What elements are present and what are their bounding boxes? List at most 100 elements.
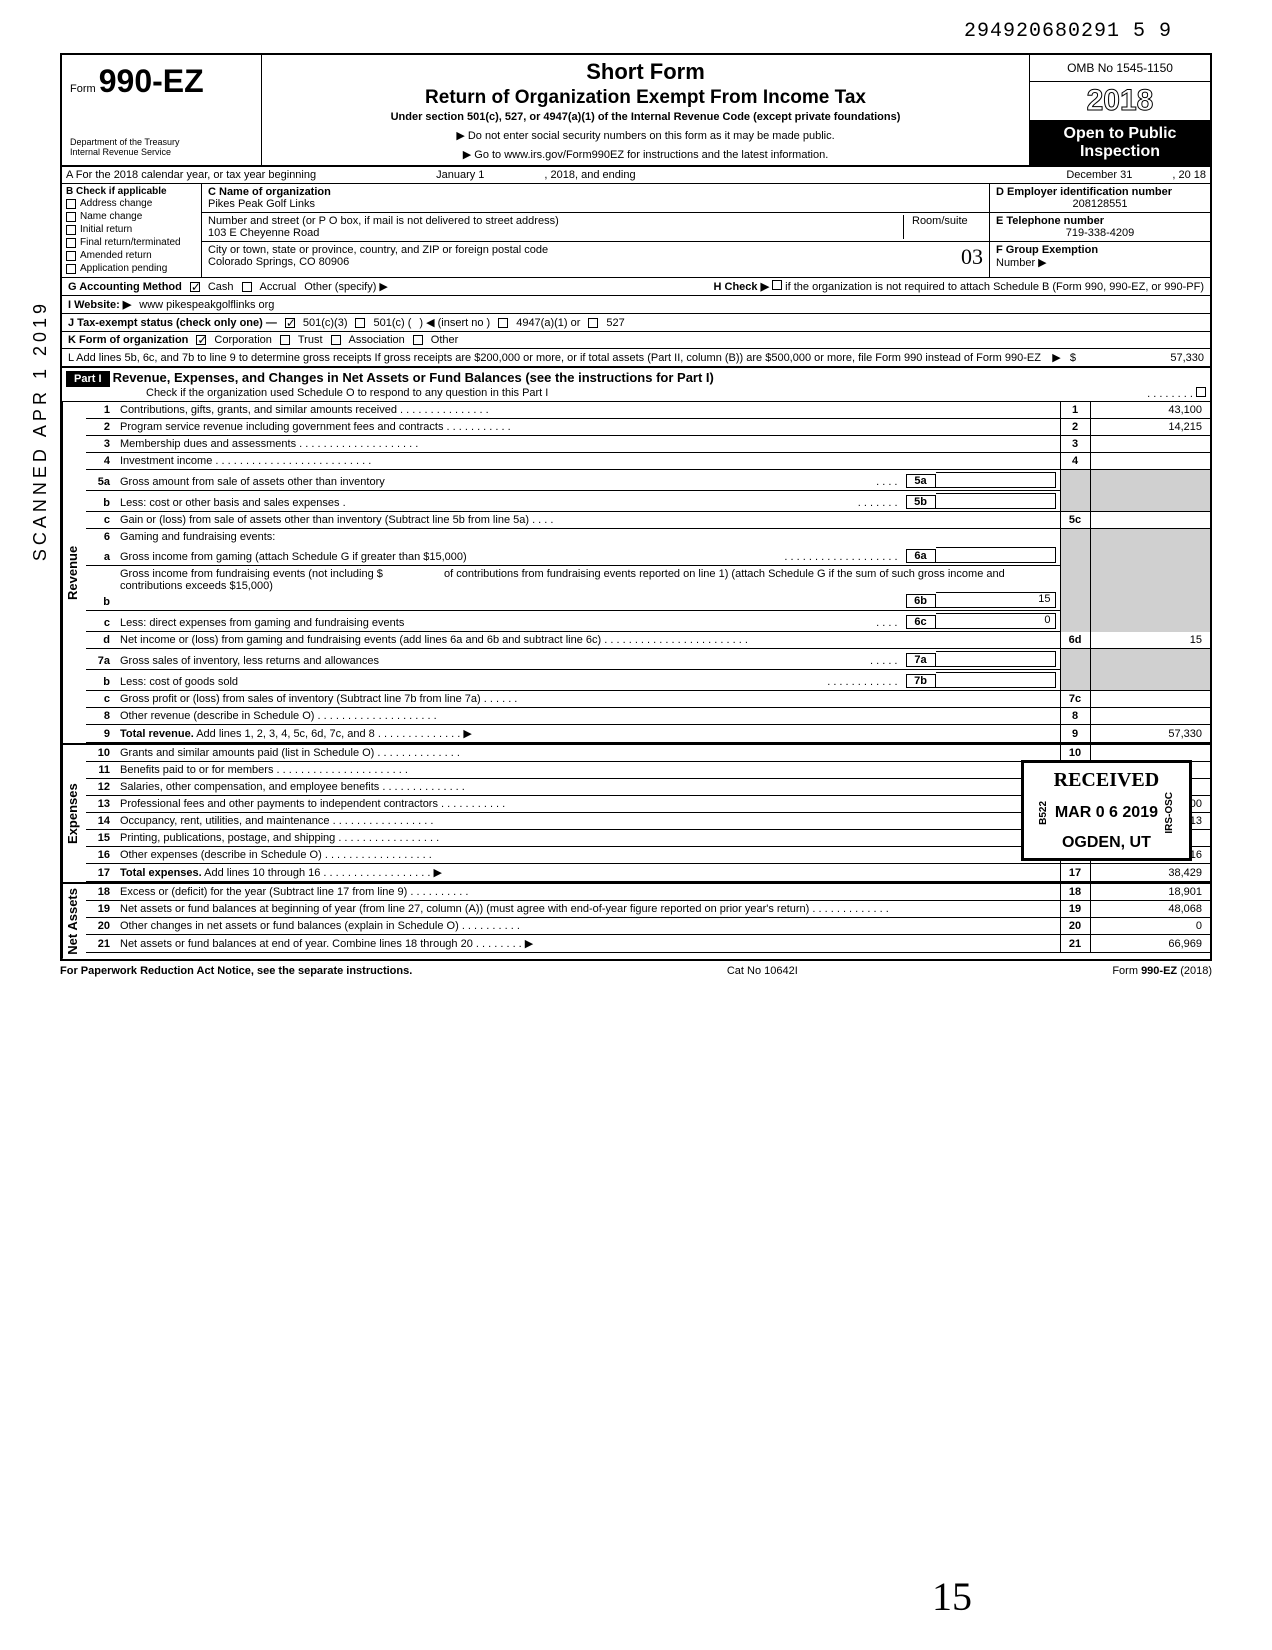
chk-final[interactable] xyxy=(66,238,76,248)
chk-501c[interactable] xyxy=(355,318,365,328)
chk-name[interactable] xyxy=(66,212,76,222)
line-12-desc: Salaries, other compensation, and employ… xyxy=(116,779,1060,796)
line-10-num: 10 xyxy=(86,745,116,762)
goto-url: Go to www.irs.gov/Form990EZ for instruct… xyxy=(272,148,1019,161)
line-13-desc: Professional fees and other payments to … xyxy=(116,796,1060,813)
line-6a-num: a xyxy=(86,545,116,566)
chk-501c3[interactable] xyxy=(285,318,295,328)
stamp-received: RECEIVED xyxy=(1038,769,1175,792)
chk-sched-o[interactable] xyxy=(1196,387,1206,397)
chk-corp[interactable] xyxy=(196,335,206,345)
netassets-label: Net Assets xyxy=(62,884,86,959)
chk-accrual[interactable] xyxy=(242,282,252,292)
dept-irs: Internal Revenue Service xyxy=(70,147,253,157)
revenue-section: Revenue 1Contributions, gifts, grants, a… xyxy=(60,402,1212,745)
line-2-amt: 14,215 xyxy=(1090,419,1210,436)
tax-year: 2018 xyxy=(1087,84,1154,117)
row-a-label: A For the 2018 calendar year, or tax yea… xyxy=(66,169,316,181)
line-9-box: 9 xyxy=(1060,725,1090,743)
line-7c-num: c xyxy=(86,691,116,708)
l-text: L Add lines 5b, 6c, and 7b to line 9 to … xyxy=(68,352,1044,364)
footer-right: Form 990-EZ (2018) xyxy=(1112,965,1212,977)
chk-trust[interactable] xyxy=(280,335,290,345)
website: www pikespeakgolflinks org xyxy=(139,299,274,311)
b-item-2: Initial return xyxy=(80,224,132,235)
line-3-desc: Membership dues and assessments . . . . … xyxy=(116,436,1060,453)
chk-assoc[interactable] xyxy=(331,335,341,345)
form-prefix: Form xyxy=(70,83,96,95)
expenses-label: Expenses xyxy=(62,745,86,882)
stamp-b522: B522 xyxy=(1038,801,1049,825)
chk-527[interactable] xyxy=(588,318,598,328)
chk-other-org[interactable] xyxy=(413,335,423,345)
chk-pending[interactable] xyxy=(66,264,76,274)
line-6c-num: c xyxy=(86,611,116,632)
line-6-desc: Gaming and fundraising events: xyxy=(116,529,1060,546)
line-6a-desc: Gross income from gaming (attach Schedul… xyxy=(116,545,1060,566)
k-o3: Association xyxy=(349,334,405,346)
chk-h[interactable] xyxy=(772,280,782,290)
row-a-yr: , 20 18 xyxy=(1172,169,1206,181)
line-18-box: 18 xyxy=(1060,884,1090,901)
row-k: K Form of organization Corporation Trust… xyxy=(60,332,1212,349)
form-number: 990-EZ xyxy=(99,63,204,99)
line-3-num: 3 xyxy=(86,436,116,453)
line-20-desc: Other changes in net assets or fund bala… xyxy=(116,918,1060,935)
line-9-desc: Total revenue. Add lines 1, 2, 3, 4, 5c,… xyxy=(116,725,1060,743)
received-stamp: RECEIVED B522 MAR 0 6 2019 IRS-OSC OGDEN… xyxy=(1021,760,1192,861)
chk-cash[interactable] xyxy=(190,282,200,292)
line-21-num: 21 xyxy=(86,935,116,953)
chk-4947[interactable] xyxy=(498,318,508,328)
ssn-warning: Do not enter social security numbers on … xyxy=(272,129,1019,142)
line-7c-amt xyxy=(1090,691,1210,708)
line-5a-num: 5a xyxy=(86,470,116,491)
line-8-box: 8 xyxy=(1060,708,1090,725)
b-item-0: Address change xyxy=(80,198,152,209)
row-a: A For the 2018 calendar year, or tax yea… xyxy=(60,167,1212,184)
line-4-num: 4 xyxy=(86,453,116,470)
h-label: H Check ▶ xyxy=(714,281,770,293)
line-1-desc: Contributions, gifts, grants, and simila… xyxy=(116,402,1060,419)
page-number: 294920680291 5 9 xyxy=(60,20,1212,43)
k-o1: Corporation xyxy=(214,334,271,346)
chk-amended[interactable] xyxy=(66,251,76,261)
line-15-desc: Printing, publications, postage, and shi… xyxy=(116,830,1060,847)
footer-left: For Paperwork Reduction Act Notice, see … xyxy=(60,965,412,977)
footer: For Paperwork Reduction Act Notice, see … xyxy=(60,961,1212,981)
line-17-num: 17 xyxy=(86,864,116,882)
line-4-box: 4 xyxy=(1060,453,1090,470)
subtitle: Under section 501(c), 527, or 4947(a)(1)… xyxy=(272,111,1019,123)
row-a-end: December 31 xyxy=(1066,169,1132,181)
line-11-desc: Benefits paid to or for members . . . . … xyxy=(116,762,1060,779)
line-6d-amt: 15 xyxy=(1090,632,1210,649)
line-20-box: 20 xyxy=(1060,918,1090,935)
return-title: Return of Organization Exempt From Incom… xyxy=(272,87,1019,109)
line-19-desc: Net assets or fund balances at beginning… xyxy=(116,901,1060,918)
line-10-desc: Grants and similar amounts paid (list in… xyxy=(116,745,1060,762)
g-label: G Accounting Method xyxy=(68,281,182,293)
part1-header: Part I Revenue, Expenses, and Changes in… xyxy=(60,368,1212,402)
row-j: J Tax-exempt status (check only one) — 5… xyxy=(60,314,1212,332)
b-item-4: Amended return xyxy=(80,250,152,261)
line-9-num: 9 xyxy=(86,725,116,743)
line-6d-desc: Net income or (loss) from gaming and fun… xyxy=(116,632,1060,649)
part1-label: Part I xyxy=(66,371,110,387)
j-label: J Tax-exempt status (check only one) — xyxy=(68,317,277,329)
line-5c-amt xyxy=(1090,512,1210,529)
h-text: if the organization is not required to a… xyxy=(785,281,1204,293)
chk-address[interactable] xyxy=(66,199,76,209)
room-handwritten: 03 xyxy=(961,244,983,270)
line-17-box: 17 xyxy=(1060,864,1090,882)
line-13-num: 13 xyxy=(86,796,116,813)
open-public: Open to Public Inspection xyxy=(1030,121,1210,165)
signature: 15 xyxy=(932,1573,972,1620)
row-a-begin: January 1 xyxy=(436,169,484,181)
line-5c-num: c xyxy=(86,512,116,529)
b-item-1: Name change xyxy=(80,211,142,222)
line-7a-desc: Gross sales of inventory, less returns a… xyxy=(116,649,1060,670)
chk-initial[interactable] xyxy=(66,225,76,235)
f-label: F Group Exemption xyxy=(996,244,1204,256)
f-label2: Number ▶ xyxy=(996,256,1204,269)
line-4-amt xyxy=(1090,453,1210,470)
section-bcdef: B Check if applicable Address change Nam… xyxy=(60,184,1212,278)
